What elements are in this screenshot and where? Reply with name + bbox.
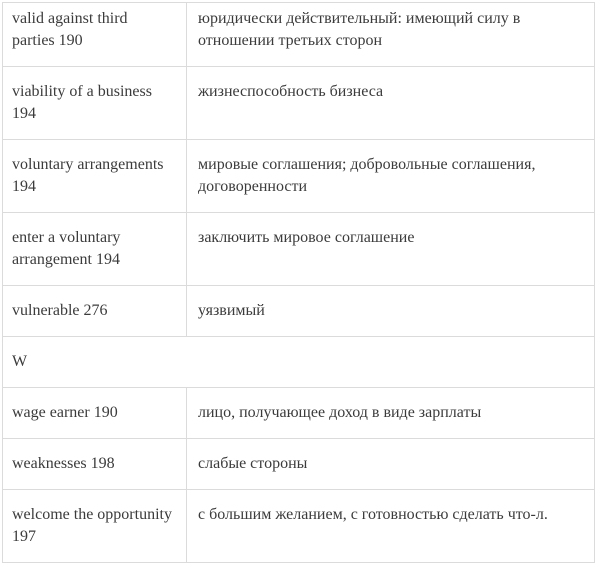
term-cell: welcome the opportunity 197 — [2, 489, 187, 563]
glossary-row: valid against third parties 190 юридичес… — [2, 2, 595, 67]
glossary-row: wage earner 190 лицо, получающее доход в… — [2, 387, 595, 439]
term-cell: voluntary arrangements 194 — [2, 139, 187, 213]
section-row: W — [2, 336, 595, 388]
glossary-row: enter a voluntary arrangement 194 заключ… — [2, 212, 595, 286]
translation-cell: жизнеспособность бизнеса — [186, 66, 595, 140]
glossary-row: welcome the opportunity 197 с большим же… — [2, 489, 595, 563]
translation-cell: заключить мировое соглашение — [186, 212, 595, 286]
translation-cell: слабые стороны — [186, 438, 595, 490]
section-letter-cell: W — [2, 336, 595, 388]
glossary-table: valid against third parties 190 юридичес… — [2, 2, 595, 563]
translation-cell: лицо, получающее доход в виде зарплаты — [186, 387, 595, 439]
glossary-row: viability of a business 194 жизнеспособн… — [2, 66, 595, 140]
term-cell: wage earner 190 — [2, 387, 187, 439]
term-cell: valid against third parties 190 — [2, 2, 187, 67]
translation-cell: юридически действительный: имеющий силу … — [186, 2, 595, 67]
translation-cell: уязвимый — [186, 285, 595, 337]
term-cell: vulnerable 276 — [2, 285, 187, 337]
translation-cell: мировые соглашения; добровольные соглаше… — [186, 139, 595, 213]
translation-cell: с большим желанием, с готовностью сделат… — [186, 489, 595, 563]
term-cell: weaknesses 198 — [2, 438, 187, 490]
glossary-row: voluntary arrangements 194 мировые согла… — [2, 139, 595, 213]
glossary-row: vulnerable 276 уязвимый — [2, 285, 595, 337]
glossary-row: weaknesses 198 слабые стороны — [2, 438, 595, 490]
term-cell: enter a voluntary arrangement 194 — [2, 212, 187, 286]
term-cell: viability of a business 194 — [2, 66, 187, 140]
